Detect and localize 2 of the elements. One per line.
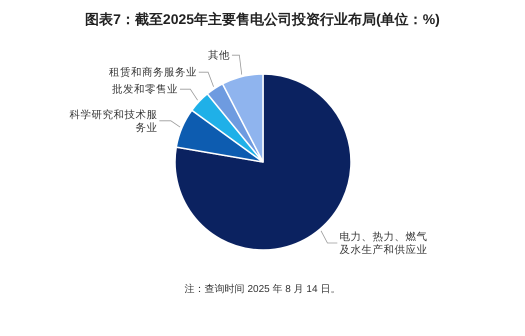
chart-title: 图表7：截至2025年主要售电公司投资行业布局(单位：%) bbox=[85, 11, 440, 27]
text: 注：查询时间 2025 年 8 月 14 日。 bbox=[184, 283, 340, 295]
